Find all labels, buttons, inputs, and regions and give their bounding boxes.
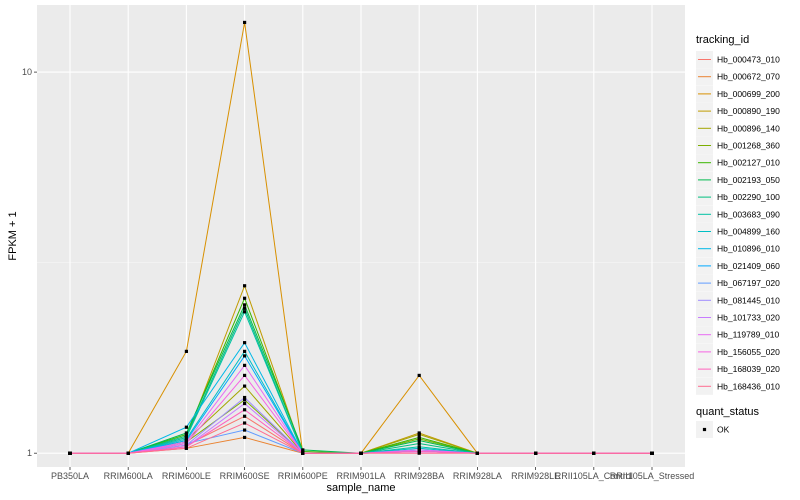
data-point	[243, 414, 247, 418]
legend: tracking_id quant_status Hb_000473_010 Hb…	[696, 34, 780, 438]
legend-label: Hb_002193_050	[717, 175, 780, 185]
x-tick-label: RRIM928LE	[511, 471, 560, 481]
point-legend-marker	[702, 427, 707, 432]
data-point	[243, 341, 247, 345]
data-point	[417, 451, 421, 455]
x-axis: PB350LA RRIM600LA RRIM600LE RRIM600SE RRIM60…	[51, 467, 694, 481]
data-point	[184, 425, 188, 429]
data-point	[243, 354, 247, 358]
legend-label: Hb_000699_200	[717, 89, 780, 99]
data-point	[243, 303, 247, 307]
legend-label: Hb_168436_010	[717, 381, 780, 391]
x-tick-label: PB350LA	[51, 471, 89, 481]
legend-title: tracking_id	[696, 34, 749, 46]
data-point	[301, 448, 305, 452]
data-point	[243, 349, 247, 353]
legend-label: Hb_119789_010	[717, 330, 780, 340]
data-point	[417, 432, 421, 437]
data-point	[243, 395, 247, 400]
data-point	[301, 451, 305, 455]
legend-label: Hb_003683_090	[717, 209, 780, 219]
data-point	[243, 296, 247, 300]
legend-label: Hb_000672_070	[717, 72, 780, 82]
legend-label: Hb_101733_020	[717, 313, 780, 323]
x-tick-label: RRIM600LE	[162, 471, 211, 481]
data-point	[592, 451, 596, 455]
data-point	[243, 306, 247, 310]
data-point	[184, 446, 188, 450]
data-point	[243, 310, 247, 314]
data-point	[184, 431, 188, 435]
data-point	[243, 401, 247, 406]
legend-label: Hb_168039_020	[717, 364, 780, 374]
legend-label: Hb_000890_190	[717, 106, 780, 116]
x-axis-title: sample_name	[326, 482, 395, 494]
legend-label: Hb_000896_140	[717, 123, 780, 133]
y-tick-label: 1	[27, 448, 32, 458]
data-point	[417, 446, 421, 450]
data-point	[243, 398, 247, 402]
x-tick-label: RRIM928BA	[394, 471, 444, 481]
legend-label: Hb_002290_100	[717, 192, 780, 202]
y-axis: 1 10	[22, 67, 37, 458]
data-point	[243, 435, 247, 440]
data-point	[243, 20, 247, 25]
legend-label: Hb_001268_360	[717, 141, 780, 151]
data-point	[301, 449, 305, 454]
data-point	[359, 451, 363, 455]
data-point	[243, 363, 247, 367]
legend-label: Hb_156055_020	[717, 347, 780, 357]
legend-label: Hb_002127_010	[717, 158, 780, 168]
data-point	[417, 373, 421, 378]
legend-label: Hb_004899_160	[717, 227, 780, 237]
data-point	[417, 449, 421, 454]
x-tick-label: RRII105LA_Stressed	[610, 471, 695, 481]
data-point	[243, 428, 247, 432]
data-point	[475, 451, 479, 455]
data-point	[184, 441, 188, 446]
data-point	[417, 435, 421, 440]
data-point	[184, 349, 188, 353]
x-tick-label: RRIM600PE	[278, 471, 328, 481]
data-point	[417, 438, 421, 443]
data-point	[417, 448, 421, 452]
legend-label: Hb_081445_010	[717, 295, 780, 305]
y-axis-title: FPKM + 1	[7, 211, 19, 260]
data-point	[243, 421, 247, 425]
legend-label: Hb_000473_010	[717, 55, 780, 65]
x-tick-label: RRIM928LA	[453, 471, 502, 481]
data-point	[243, 373, 247, 378]
legend-label: Hb_021409_060	[717, 261, 780, 271]
point-legend-label: OK	[717, 425, 730, 435]
data-point	[68, 451, 72, 455]
legend-label: Hb_010896_010	[717, 244, 780, 254]
point-legend-title: quant_status	[696, 406, 759, 418]
x-tick-label: RRIM600SE	[220, 471, 270, 481]
x-tick-label: RRIM901LA	[336, 471, 385, 481]
data-point	[243, 384, 247, 388]
data-point	[126, 451, 130, 455]
data-point	[417, 441, 421, 446]
data-point	[650, 451, 654, 455]
data-point	[243, 284, 247, 288]
data-point	[243, 408, 247, 412]
grid-lines	[37, 5, 685, 467]
legend-label: Hb_067197_020	[717, 278, 780, 288]
y-tick-label: 10	[22, 67, 32, 77]
data-points	[68, 20, 654, 455]
x-tick-label: RRIM600LA	[104, 471, 153, 481]
x-tick-label: RRII105LA_Control	[555, 471, 633, 481]
data-point	[534, 451, 538, 455]
